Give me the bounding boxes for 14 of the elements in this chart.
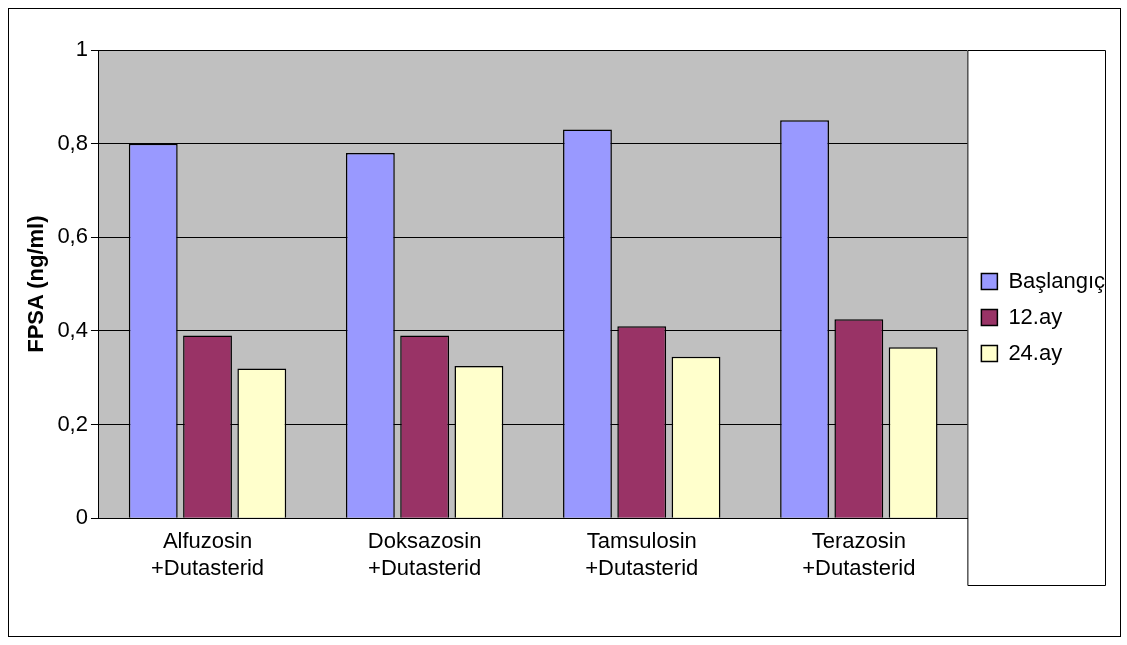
y-tick-label: 0,2 (57, 410, 88, 436)
legend-label: 24.ay (1008, 339, 1063, 365)
x-tick-label: Doksazosin +Dutasterid (367, 528, 482, 580)
y-axis-title: FPSA (ng/ml) (23, 215, 49, 353)
legend-label: Başlangıç (1008, 267, 1106, 293)
y-tick-label: 0 (75, 504, 88, 530)
y-tick-label: 1 (75, 36, 88, 62)
y-tick-label: 0,8 (57, 129, 88, 155)
x-tick-label: Alfuzosin +Dutasterid (150, 528, 265, 580)
x-tick-label: Tamsulosin +Dutasterid (585, 528, 699, 580)
x-tick-label: Terazosin +Dutasterid (802, 528, 916, 580)
y-tick-label: 0,4 (57, 316, 88, 342)
legend-label: 12.ay (1008, 303, 1063, 329)
y-tick-label: 0,6 (57, 223, 88, 249)
